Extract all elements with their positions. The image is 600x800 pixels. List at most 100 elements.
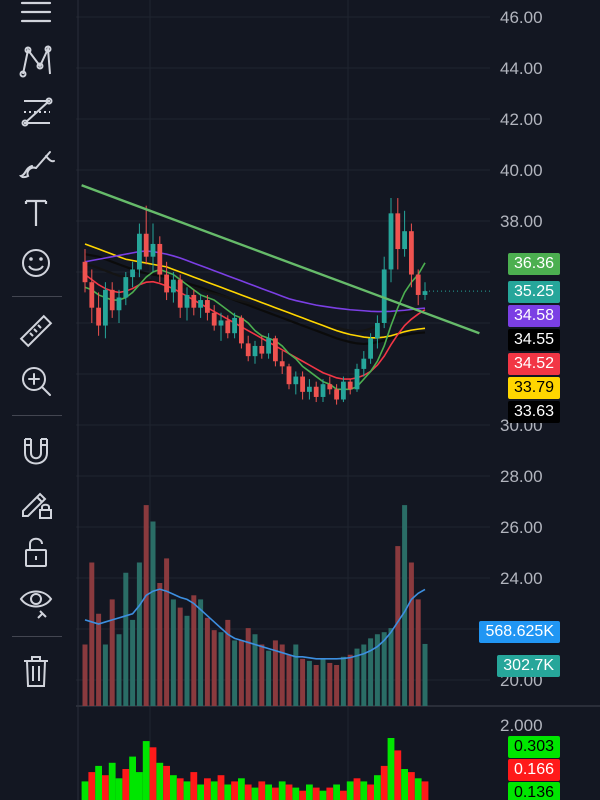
- oscillator-bar: [414, 778, 422, 800]
- trash-icon[interactable]: [13, 651, 59, 691]
- lock-drawing-icon[interactable]: [13, 481, 59, 521]
- candle-body: [341, 381, 346, 400]
- candle-body: [232, 317, 237, 334]
- volume-bar: [123, 572, 129, 706]
- volume-bar: [89, 562, 95, 706]
- oscillator-bar: [163, 765, 170, 800]
- menu-lines-icon[interactable]: [13, 0, 59, 33]
- emoji-icon[interactable]: [13, 243, 59, 283]
- oscillator-bar: [183, 781, 191, 800]
- osc-value-1: 0.303: [507, 736, 560, 758]
- volume-bar: [361, 644, 367, 706]
- oscillator-bar: [380, 765, 388, 800]
- candle-body: [96, 307, 101, 326]
- candle-body: [293, 376, 299, 385]
- volume-bar: [238, 640, 244, 706]
- ma-black1-label: 34.55: [507, 329, 560, 351]
- osc-value-3: 0.136: [507, 782, 560, 800]
- price-tick-label: 38.00: [500, 212, 543, 231]
- oscillator-bar: [374, 775, 381, 800]
- volume-bar: [340, 656, 346, 706]
- volume-bar: [388, 628, 394, 706]
- oscillator-bar: [108, 762, 116, 800]
- price-label: 35.25: [507, 281, 560, 303]
- price-tick-label: 44.00: [500, 59, 543, 78]
- volume-bar: [211, 630, 217, 706]
- price-tick-label: 24.00: [500, 569, 543, 588]
- candle-body: [130, 269, 135, 278]
- candle-body: [89, 282, 95, 308]
- volume-ma-label: 568.625K: [479, 621, 560, 643]
- pattern-icon[interactable]: [13, 41, 59, 81]
- oscillator-bar: [156, 762, 164, 800]
- volume-bar: [82, 644, 88, 706]
- candle-body: [313, 386, 319, 397]
- ruler-icon[interactable]: [13, 311, 59, 351]
- volume-bar: [136, 562, 142, 706]
- drawing-toolbar: [0, 0, 76, 800]
- candle-body: [402, 231, 407, 250]
- ma-red-line: [84, 273, 426, 380]
- volume-bar: [402, 505, 408, 706]
- volume-bar: [232, 640, 238, 706]
- text-icon[interactable]: [13, 193, 59, 233]
- volume-bar: [170, 599, 176, 706]
- candle-body: [415, 274, 421, 295]
- volume-bar: [347, 654, 353, 706]
- volume-bar: [395, 546, 401, 706]
- oscillator-bar: [95, 765, 102, 800]
- volume-bar: [300, 658, 306, 706]
- price-tick-label: 40.00: [500, 161, 543, 180]
- ma-purple-label: 34.58: [507, 305, 560, 327]
- oscillator-bar: [136, 772, 143, 800]
- eye-icon[interactable]: [13, 581, 59, 621]
- zoom-in-icon[interactable]: [13, 361, 59, 401]
- volume-bar: [313, 665, 319, 706]
- candle-body: [191, 294, 197, 308]
- ma-green-label: 36.36: [507, 253, 560, 275]
- candle-body: [218, 320, 224, 326]
- fib-levels-icon[interactable]: [13, 92, 59, 132]
- ma-purple-line: [84, 250, 426, 313]
- oscillator-bar: [401, 769, 408, 800]
- candle-body: [368, 338, 373, 359]
- candle-body: [184, 294, 190, 308]
- oscillator-bar: [170, 775, 177, 800]
- trendline: [81, 184, 480, 335]
- oscillator-bar: [387, 738, 395, 800]
- volume-bar: [225, 619, 231, 706]
- brush-icon[interactable]: [13, 144, 59, 184]
- oscillator-bar: [217, 775, 225, 800]
- volume-bar: [157, 583, 163, 706]
- ma-black1-line: [84, 263, 426, 333]
- oscillator-bar: [88, 772, 96, 800]
- oscillator-bar: [238, 778, 245, 800]
- candle-body: [286, 366, 292, 385]
- volume-bar: [334, 665, 340, 706]
- osc-axis-label: 2.000: [500, 716, 543, 735]
- oscillator-bar: [272, 787, 279, 800]
- osc-value-2: 0.166: [507, 759, 560, 781]
- candle-body: [171, 279, 176, 293]
- oscillator-bar: [102, 775, 109, 800]
- volume-bar: [252, 634, 258, 706]
- candle-body: [381, 269, 387, 323]
- candle-body: [307, 386, 312, 392]
- volume-bar: [204, 617, 210, 706]
- magnet-icon[interactable]: [13, 431, 59, 471]
- candle-body: [143, 233, 149, 257]
- candle-body: [300, 376, 305, 392]
- unlock-icon[interactable]: [13, 532, 59, 572]
- volume-bar: [259, 644, 265, 706]
- volume-bar: [109, 599, 115, 706]
- oscillator-bar: [231, 781, 238, 800]
- candle-body: [164, 274, 169, 293]
- candle-body: [205, 300, 210, 313]
- volume-bar: [150, 521, 156, 706]
- oscillator-bar: [251, 787, 259, 800]
- oscillator-bar: [244, 784, 252, 800]
- volume-bar: [272, 640, 278, 706]
- price-tick-label: 28.00: [500, 467, 543, 486]
- candle-body: [116, 297, 122, 311]
